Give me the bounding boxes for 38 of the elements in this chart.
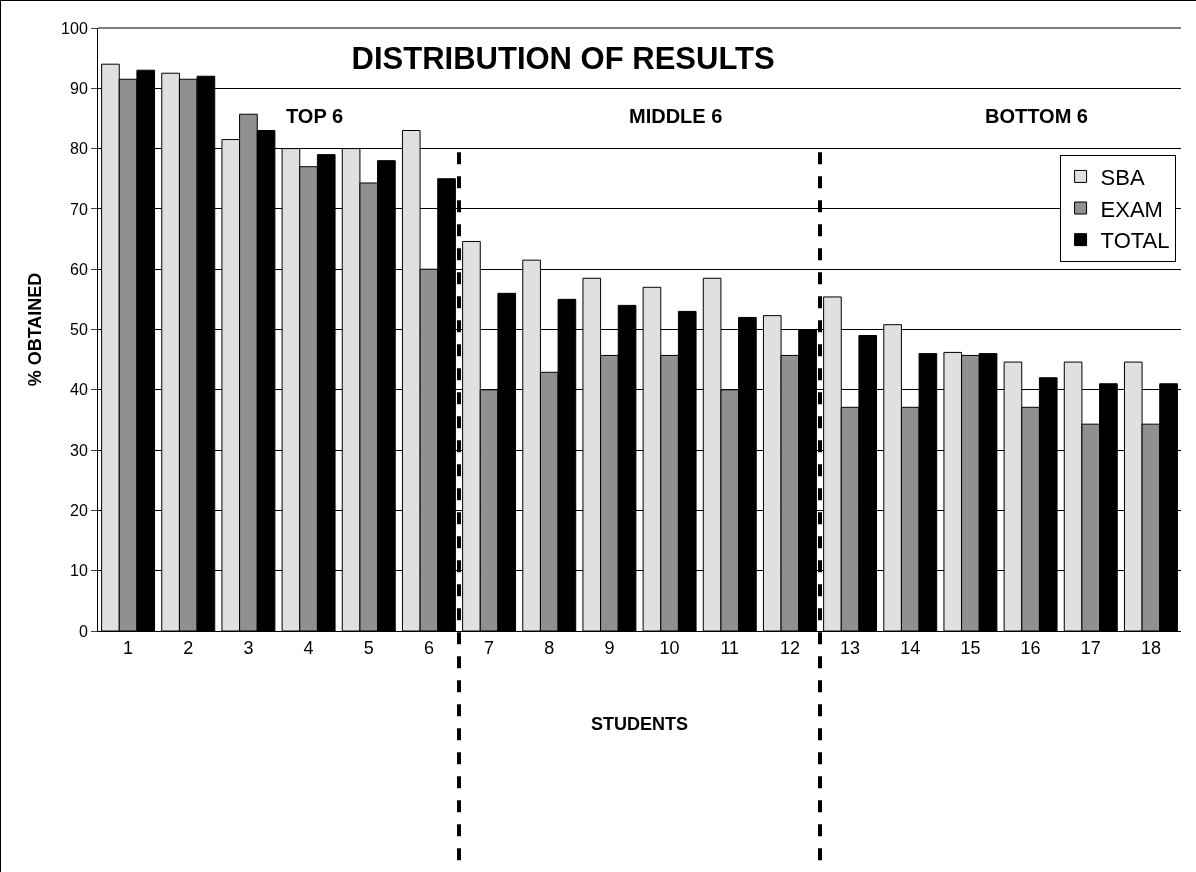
y-tick-label: 0 (78, 622, 88, 640)
x-tick-label: 9 (604, 637, 615, 658)
chart-title: DISTRIBUTION OF RESULTS (351, 40, 775, 76)
y-tick-label: 80 (70, 140, 88, 158)
y-tick-label: 70 (70, 200, 88, 218)
y-tick-label: 40 (70, 381, 88, 399)
x-tick-label: 15 (960, 637, 981, 658)
annotation: MIDDLE 6 (629, 105, 723, 127)
x-tick-label: 8 (544, 637, 555, 658)
x-tick-label: 16 (1020, 637, 1041, 658)
y-tick-label: 100 (61, 19, 88, 37)
y-tick-label: 20 (70, 502, 88, 519)
x-axis-title: STUDENTS (590, 713, 689, 734)
x-tick-label: 18 (1140, 637, 1161, 658)
y-axis-title: % OBTAINED (25, 272, 46, 387)
y-tick-label: 60 (70, 260, 88, 278)
y-tick-label: 50 (70, 321, 88, 339)
x-tick-label: 1 (123, 637, 134, 658)
legend-label: TOTAL (1100, 228, 1170, 254)
x-tick-label: 11 (720, 637, 740, 658)
x-tick-label: 2 (183, 637, 194, 658)
x-tick-label: 4 (303, 637, 314, 658)
x-tick-label: 6 (423, 637, 434, 658)
x-tick-label: 5 (363, 637, 374, 658)
x-tick-label: 7 (484, 637, 495, 658)
annotation: TOP 6 (286, 105, 344, 127)
x-tick-label: 17 (1080, 637, 1101, 658)
x-tick-label: 13 (840, 637, 861, 658)
y-tick-label: 30 (70, 441, 88, 459)
legend-label: EXAM (1100, 196, 1163, 222)
x-tick-label: 3 (243, 637, 254, 658)
y-tick-label: 90 (70, 79, 88, 97)
y-tick-label: 10 (70, 562, 88, 580)
x-tick-label: 14 (900, 637, 921, 658)
x-tick-label: 10 (659, 637, 680, 658)
x-tick-label: 12 (779, 637, 800, 658)
annotation: BOTTOM 6 (985, 105, 1088, 127)
legend-label: SBA (1100, 165, 1145, 191)
